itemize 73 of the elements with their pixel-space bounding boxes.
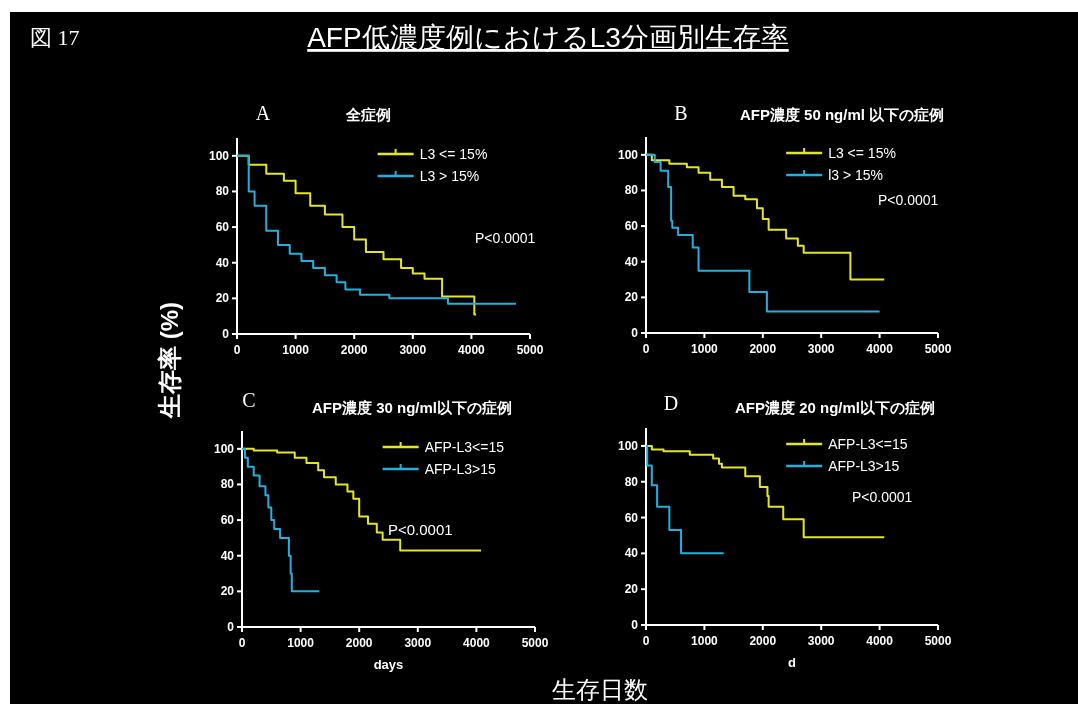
x-tick-label: 4000 [866, 634, 894, 648]
x-tick-label: 4000 [463, 636, 491, 650]
y-tick-label: 60 [220, 513, 235, 528]
caption: 図 17 [30, 25, 80, 50]
chart-title: 全症例 [344, 106, 391, 123]
x-tick-label: 5000 [516, 343, 544, 357]
y-tick-label: 0 [222, 327, 230, 341]
annotation: P<0.0001 [475, 230, 536, 246]
x-tick-label: 1000 [282, 343, 310, 357]
y-tick-label: 60 [215, 220, 230, 235]
y-tick-label: 40 [220, 548, 235, 563]
chart-title: AFP濃度 50 ng/ml 以下の症例 [739, 106, 945, 123]
y-tick-label: 80 [624, 183, 639, 198]
y-tick-label: 100 [208, 148, 230, 163]
x-tick-label: 0 [238, 636, 246, 650]
text: AFP低濃度例におけるL3分画別生存率 [307, 22, 789, 53]
x-tick-label: 3000 [807, 634, 835, 648]
y-tick-label: 60 [624, 510, 639, 525]
text: A [255, 102, 271, 124]
chart-title: AFP濃度 30 ng/ml以下の症例 [311, 399, 513, 416]
legend-label: AFP-L3>15 [424, 461, 497, 477]
x-tick-label: 1000 [691, 634, 719, 648]
annotation: P<0.0001 [852, 489, 913, 505]
x-tick-label: 1000 [287, 636, 315, 650]
y-tick-label: 100 [213, 441, 235, 456]
y-tick-label: 20 [220, 584, 235, 599]
y-tick-label: 0 [227, 620, 235, 634]
x-tick-label: 3000 [404, 636, 432, 650]
y-tick-label: 80 [220, 477, 235, 492]
text: C [242, 389, 256, 411]
text: 生存日数 [552, 676, 648, 703]
x-tick-label: 0 [642, 634, 650, 648]
y-tick-label: 20 [624, 290, 639, 305]
x-tick-label: 0 [642, 342, 650, 356]
x-tick-label: 5000 [521, 636, 549, 650]
y-tick-label: 100 [617, 438, 639, 453]
y-tick-label: 40 [624, 546, 639, 561]
y-tick-label: 0 [631, 618, 639, 632]
legend-label: l3 > 15% [828, 167, 884, 183]
legend-label: L3 <= 15% [828, 145, 896, 161]
y-tick-label: 0 [631, 326, 639, 340]
x-tick-label: 2000 [749, 634, 777, 648]
x-tick-label: 1000 [691, 342, 719, 356]
x-axis-title: days [373, 657, 404, 672]
legend-label: L3 > 15% [419, 168, 480, 184]
annotation: P<0.0001 [878, 192, 939, 208]
legend-label: AFP-L3>15 [828, 458, 900, 474]
x-tick-label: 3000 [807, 342, 835, 356]
y-tick-label: 40 [624, 254, 639, 269]
y-tick-label: 80 [215, 184, 230, 199]
chart-title: AFP濃度 20 ng/ml以下の症例 [734, 399, 936, 416]
y-tick-label: 60 [624, 219, 639, 234]
legend-label: L3 <= 15% [419, 146, 488, 162]
x-tick-label: 4000 [458, 343, 486, 357]
y-tick-label: 80 [624, 474, 639, 489]
x-tick-label: 2000 [345, 636, 373, 650]
x-tick-label: 2000 [340, 343, 368, 357]
legend-label: AFP-L3<=15 [828, 436, 908, 452]
x-axis-title: d [788, 655, 797, 670]
text: 生存率 (%) [156, 302, 183, 419]
x-tick-label: 3000 [399, 343, 427, 357]
x-tick-label: 5000 [924, 342, 952, 356]
text: D [663, 392, 679, 414]
x-tick-label: 5000 [924, 634, 952, 648]
x-tick-label: 4000 [866, 342, 894, 356]
y-tick-label: 100 [617, 147, 639, 162]
y-tick-label: 40 [215, 255, 230, 270]
y-tick-label: 20 [215, 291, 230, 306]
annotation: P<0.0001 [388, 521, 453, 538]
x-tick-label: 2000 [749, 342, 777, 356]
legend-label: AFP-L3<=15 [424, 439, 505, 455]
text: B [674, 102, 688, 124]
y-tick-label: 20 [624, 582, 639, 597]
